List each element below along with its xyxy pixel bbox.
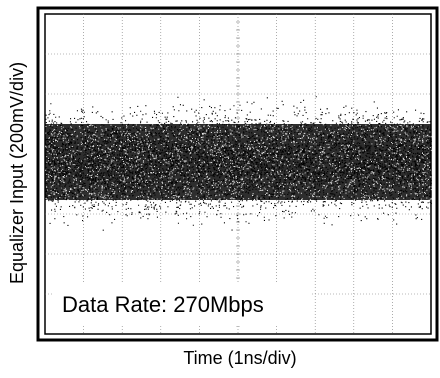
annotation-box	[52, 282, 310, 326]
data-rate-annotation: Data Rate: 270Mbps	[62, 292, 264, 317]
y-axis-label: Equalizer Input (200mV/div)	[7, 62, 27, 284]
noise-band-speckle	[45, 96, 432, 231]
noise-band-core	[45, 124, 431, 200]
x-axis-label: Time (1ns/div)	[183, 348, 296, 368]
trace-layer	[45, 96, 432, 231]
noise-band-texture	[45, 124, 432, 201]
